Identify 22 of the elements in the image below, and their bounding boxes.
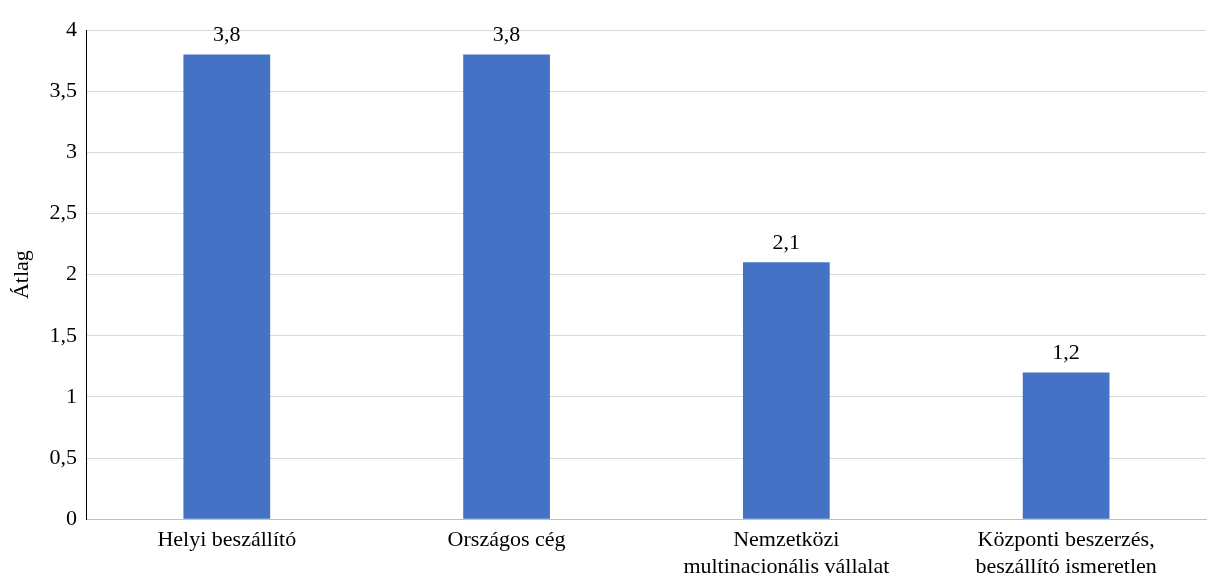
- y-tick-label: 0,5: [49, 443, 77, 469]
- y-tick-label: 3: [65, 138, 77, 164]
- bar: [742, 262, 830, 519]
- bar: [1022, 372, 1110, 519]
- y-tick-label: 1,5: [49, 321, 77, 347]
- x-tick-label: Nemzetközi multinacionális vállalat: [683, 526, 890, 578]
- data-label: 1,2: [1052, 339, 1080, 365]
- x-tick-label: Helyi beszállító: [157, 526, 297, 552]
- y-axis-title: Átlag: [7, 250, 33, 300]
- y-tick-label: 0: [65, 504, 77, 530]
- x-tick-label: Központi beszerzés, beszállító ismeretlen: [975, 526, 1157, 578]
- data-label: 3,8: [492, 21, 521, 47]
- bar: [183, 54, 271, 519]
- data-label: 2,1: [772, 229, 801, 255]
- y-tick-label: 2: [65, 260, 77, 286]
- data-label: 3,8: [213, 21, 241, 47]
- bar: [463, 54, 550, 519]
- y-tick-label: 2,5: [49, 199, 77, 225]
- y-tick-label: 1: [65, 382, 77, 408]
- y-tick-label: 4: [65, 15, 77, 41]
- y-tick-label: 3,5: [49, 76, 77, 102]
- x-tick-label: Országos cég: [447, 526, 566, 552]
